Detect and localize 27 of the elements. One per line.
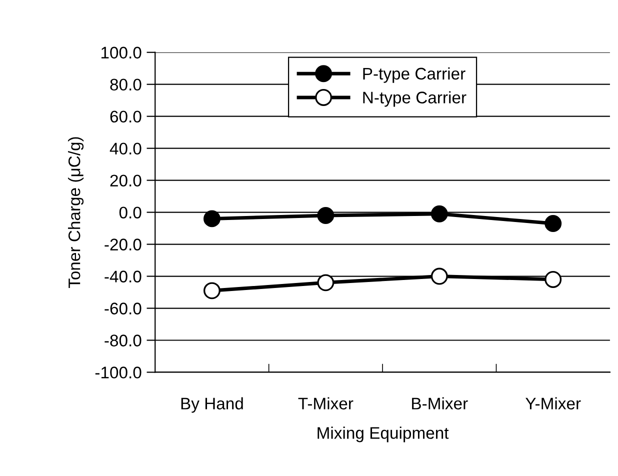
- x-tick-label: B-Mixer: [412, 397, 468, 410]
- y-tick-label: 0.0: [119, 206, 142, 218]
- y-tick-label: 100.0: [101, 46, 142, 59]
- y-tick-label: -80.0: [104, 334, 142, 346]
- point: [204, 210, 220, 228]
- point: [430, 268, 448, 285]
- point: [544, 215, 562, 232]
- point: [430, 205, 448, 222]
- x-tick-label: T-Mixer: [298, 397, 354, 410]
- legend-label: P-type Carrier: [363, 67, 466, 83]
- y-tick-label: -40.0: [104, 270, 142, 282]
- y-tick-label: 80.0: [110, 78, 142, 91]
- point: [317, 207, 334, 224]
- y-tick-label: -100.0: [95, 366, 142, 378]
- y-tick-label: 60.0: [110, 110, 142, 123]
- x-axis-title: Mixing Equipment: [318, 426, 449, 442]
- y-tick-label: 20.0: [110, 174, 142, 187]
- y-tick-label: -60.0: [104, 302, 142, 314]
- y-axis-title: Toner Charge (μC/g): [68, 137, 84, 288]
- x-tick-label: Y-Mixer: [526, 397, 581, 410]
- point: [317, 274, 334, 292]
- legend-label: N-type Carrier: [363, 91, 466, 107]
- point: [204, 282, 220, 300]
- y-tick-label: -20.0: [104, 238, 142, 250]
- y-tick-label: 40.0: [110, 142, 142, 155]
- point: [544, 270, 562, 288]
- x-tick-label: By Hand: [181, 397, 243, 413]
